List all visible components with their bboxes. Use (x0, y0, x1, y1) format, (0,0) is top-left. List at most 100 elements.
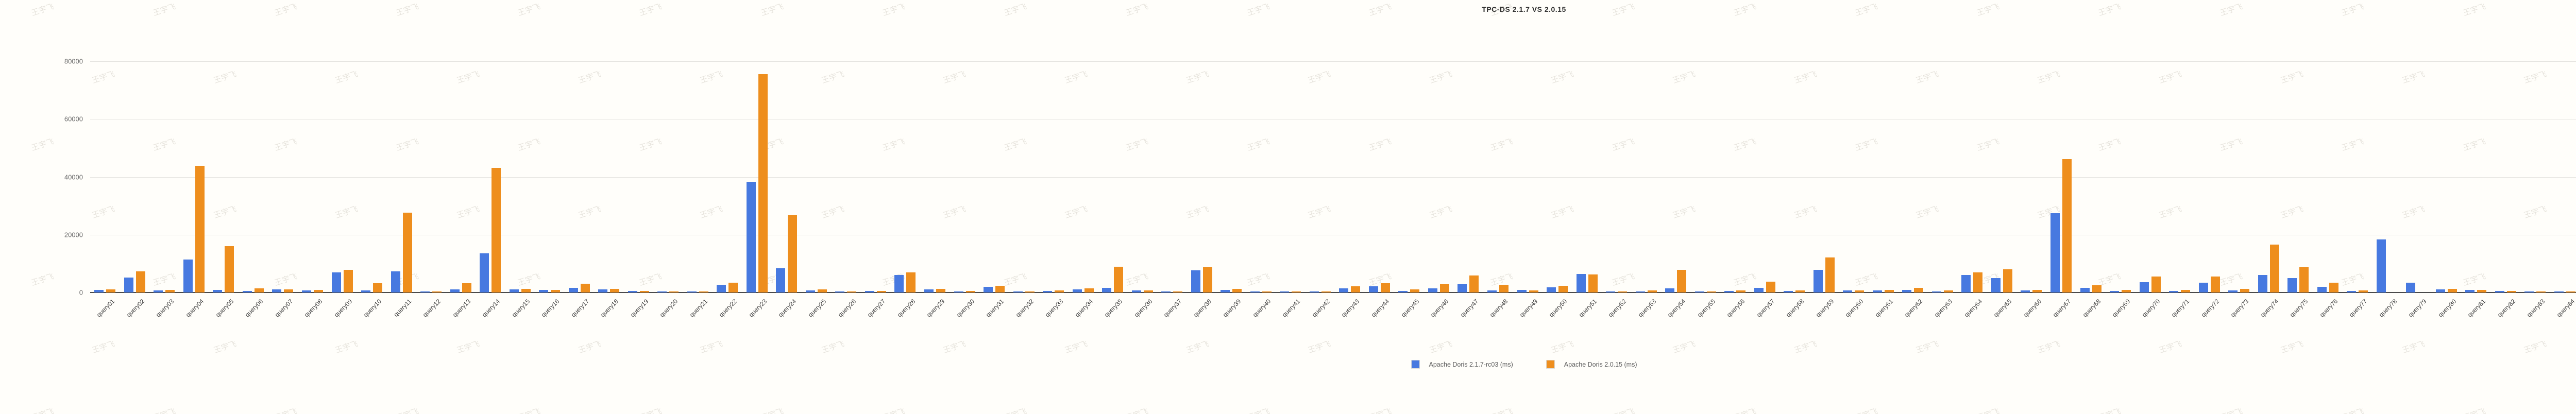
bar-query66-series2[interactable] (2032, 289, 2042, 292)
bar-query61-series2[interactable] (1884, 290, 1894, 292)
bar-query43-series2[interactable] (1351, 286, 1361, 292)
bar-query50-series1[interactable] (1547, 287, 1556, 292)
bar-query11-series1[interactable] (391, 271, 400, 292)
bar-query06-series1[interactable] (242, 290, 252, 292)
bar-query53-series1[interactable] (1635, 291, 1645, 292)
bar-query80-series1[interactable] (2435, 289, 2445, 292)
bar-query78-series1[interactable] (2376, 239, 2386, 292)
bar-query42-series1[interactable] (1309, 291, 1319, 292)
bar-query08-series2[interactable] (313, 289, 323, 292)
bar-query33-series1[interactable] (1043, 290, 1053, 292)
bar-query03-series1[interactable] (154, 290, 163, 292)
bar-query37-series2[interactable] (1173, 291, 1183, 292)
bar-query71-series1[interactable] (2169, 290, 2178, 292)
bar-query40-series2[interactable] (1262, 291, 1272, 292)
bar-query64-series1[interactable] (1961, 275, 1971, 292)
bar-query08-series1[interactable] (301, 290, 311, 292)
bar-query46-series2[interactable] (1439, 284, 1449, 292)
bar-query21-series1[interactable] (687, 291, 697, 292)
bar-query81-series2[interactable] (2477, 289, 2487, 292)
bar-query56-series1[interactable] (1724, 290, 1734, 292)
bar-query01-series1[interactable] (94, 289, 104, 292)
bar-query23-series1[interactable] (746, 181, 756, 292)
bar-query64-series2[interactable] (1973, 272, 1983, 292)
bar-query41-series1[interactable] (1280, 291, 1290, 292)
bar-query36-series2[interactable] (1143, 290, 1153, 292)
bar-query24-series1[interactable] (776, 268, 786, 292)
bar-query83-series2[interactable] (2536, 291, 2546, 292)
bar-query67-series1[interactable] (2050, 213, 2060, 292)
bar-query25-series1[interactable] (805, 290, 815, 292)
bar-query20-series2[interactable] (669, 291, 679, 292)
bar-query55-series1[interactable] (1694, 291, 1704, 292)
bar-query32-series1[interactable] (1013, 291, 1023, 292)
bar-query44-series1[interactable] (1368, 286, 1378, 292)
bar-query72-series1[interactable] (2198, 283, 2208, 292)
bar-query27-series2[interactable] (876, 290, 886, 292)
bar-query48-series1[interactable] (1487, 290, 1497, 292)
bar-query29-series2[interactable] (936, 288, 945, 292)
bar-query24-series2[interactable] (788, 215, 798, 292)
bar-query77-series2[interactable] (2359, 290, 2368, 292)
bar-query31-series1[interactable] (984, 287, 993, 292)
bar-query38-series2[interactable] (1202, 267, 1212, 292)
bar-query80-series2[interactable] (2447, 289, 2457, 292)
bar-query55-series2[interactable] (1706, 291, 1716, 292)
bar-query34-series1[interactable] (1072, 289, 1082, 292)
bar-query04-series2[interactable] (195, 166, 205, 292)
bar-query57-series2[interactable] (1766, 282, 1775, 292)
bar-query59-series2[interactable] (1825, 257, 1835, 292)
bar-query67-series2[interactable] (2062, 159, 2072, 292)
bar-query19-series2[interactable] (639, 290, 649, 292)
bar-query14-series1[interactable] (480, 253, 489, 292)
legend-item-2[interactable]: Apache Doris 2.0.15 (ms) (1546, 360, 1637, 369)
bar-query13-series1[interactable] (450, 289, 460, 292)
bar-query10-series2[interactable] (373, 283, 382, 292)
bar-query42-series2[interactable] (1321, 291, 1331, 292)
bar-query65-series1[interactable] (1991, 278, 2001, 292)
bar-query15-series2[interactable] (521, 288, 531, 292)
bar-query71-series2[interactable] (2181, 290, 2190, 292)
bar-query68-series2[interactable] (2092, 285, 2102, 292)
bar-query77-series1[interactable] (2347, 291, 2357, 292)
bar-query44-series2[interactable] (1380, 283, 1390, 292)
bar-query60-series2[interactable] (1855, 290, 1865, 292)
bar-query81-series1[interactable] (2465, 290, 2475, 292)
legend-item-1[interactable]: Apache Doris 2.1.7-rc03 (ms) (1411, 360, 1513, 369)
bar-query36-series1[interactable] (1131, 290, 1141, 292)
bar-query40-series1[interactable] (1250, 291, 1260, 292)
bar-query07-series1[interactable] (272, 289, 282, 292)
bar-query28-series1[interactable] (894, 275, 904, 292)
bar-query26-series2[interactable] (847, 291, 857, 292)
bar-query02-series1[interactable] (124, 278, 133, 292)
bar-query84-series2[interactable] (2566, 291, 2575, 292)
bar-query75-series1[interactable] (2287, 278, 2297, 292)
bar-query58-series1[interactable] (1784, 290, 1793, 292)
bar-query10-series1[interactable] (361, 290, 370, 292)
bar-query48-series2[interactable] (1499, 285, 1509, 292)
bar-query35-series1[interactable] (1102, 288, 1112, 292)
bar-query61-series1[interactable] (1872, 290, 1882, 292)
bar-query34-series2[interactable] (1084, 288, 1094, 292)
bar-query63-series1[interactable] (1931, 291, 1941, 292)
bar-query19-series1[interactable] (628, 290, 637, 292)
bar-query63-series2[interactable] (1943, 290, 1953, 292)
bar-query76-series1[interactable] (2317, 286, 2327, 292)
bar-query18-series2[interactable] (610, 289, 620, 292)
bar-query01-series2[interactable] (106, 289, 116, 292)
bar-query53-series2[interactable] (1647, 290, 1657, 292)
bar-query82-series1[interactable] (2495, 291, 2504, 292)
bar-query54-series2[interactable] (1677, 269, 1687, 292)
bar-query47-series1[interactable] (1458, 284, 1467, 292)
bar-query45-series2[interactable] (1410, 289, 1420, 292)
bar-query05-series2[interactable] (225, 246, 234, 292)
bar-query04-series1[interactable] (183, 260, 193, 292)
bar-query50-series2[interactable] (1558, 286, 1568, 292)
bar-query37-series1[interactable] (1161, 291, 1171, 292)
bar-query68-series1[interactable] (2080, 287, 2090, 292)
bar-query07-series2[interactable] (284, 289, 294, 292)
bar-query21-series2[interactable] (699, 291, 708, 292)
bar-query20-series1[interactable] (657, 291, 667, 292)
bar-query17-series1[interactable] (568, 287, 578, 292)
bar-query35-series2[interactable] (1114, 266, 1124, 292)
